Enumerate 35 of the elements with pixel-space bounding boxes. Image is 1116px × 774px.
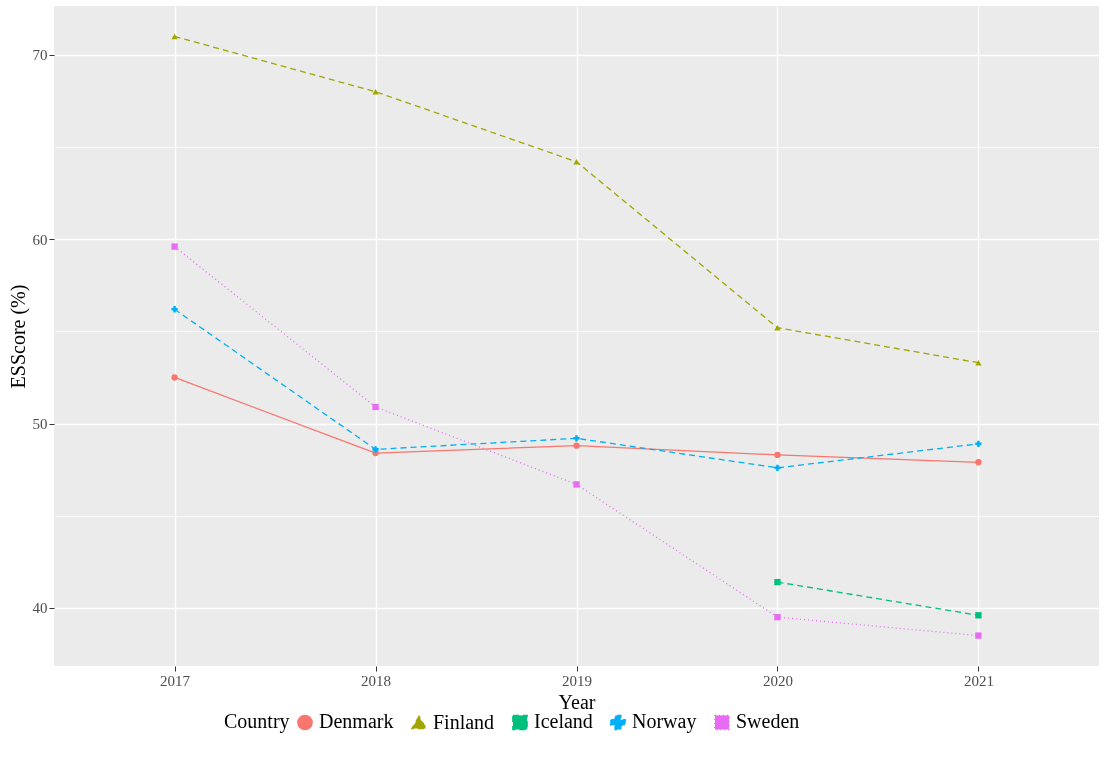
point: [774, 578, 781, 586]
point: [975, 440, 982, 448]
point: [372, 446, 379, 453]
point: [573, 159, 580, 165]
point: [171, 243, 178, 250]
point: [774, 613, 781, 621]
legend-label: Sweden: [736, 710, 800, 733]
legend-label: Finland: [433, 710, 495, 733]
legend-label: Iceland: [534, 710, 593, 733]
point: [573, 435, 580, 442]
x-tick-label: 2020: [762, 672, 793, 689]
x-tick-label: 2021: [963, 672, 994, 689]
legend-label: Norway: [632, 710, 697, 734]
legend-title: Country: [224, 710, 290, 733]
point: [171, 374, 178, 381]
point: [774, 464, 781, 471]
legend-label: Denmark: [319, 710, 394, 733]
y-tick-label: 60: [32, 231, 48, 248]
point: [975, 459, 982, 466]
point: [975, 612, 982, 619]
y-axis-title: ESScore (%): [6, 284, 30, 389]
x-tick-label: 2017: [160, 672, 191, 689]
x-tick-label: 2019: [562, 672, 592, 689]
point: [372, 403, 379, 411]
point: [975, 632, 982, 639]
y-tick-label: 70: [32, 47, 48, 64]
point: [171, 33, 178, 40]
point: [171, 306, 178, 313]
point: [573, 442, 580, 449]
y-tick-label: 50: [32, 416, 48, 433]
point: [774, 451, 781, 459]
x-axis-title: Year: [558, 690, 596, 713]
point: [573, 481, 580, 488]
x-tick-label: 2018: [361, 672, 392, 689]
y-tick-label: 40: [32, 600, 48, 617]
